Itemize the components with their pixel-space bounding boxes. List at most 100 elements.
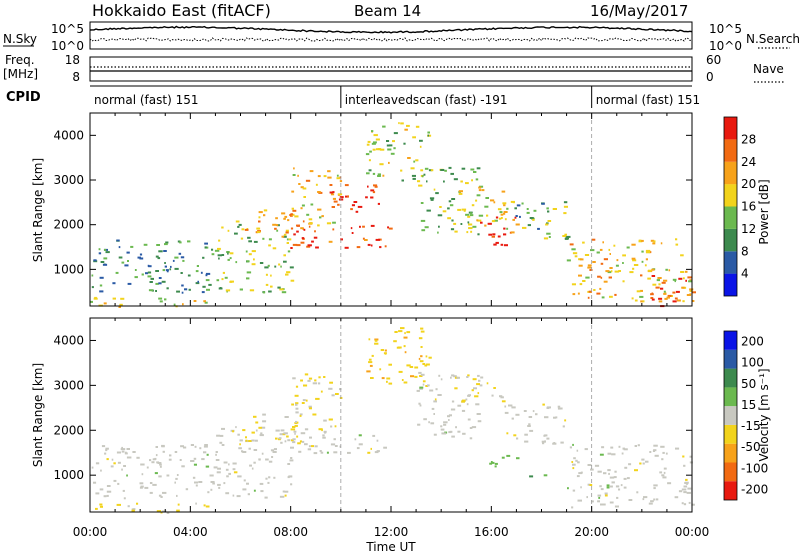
cpid-panel: CPID normal (fast) 151 interleavedscan (f… (6, 85, 700, 108)
velocity-echo-cell (149, 491, 153, 494)
freq-left-tick-bottom: 8 (72, 70, 80, 84)
velocity-colorbar-tick: -15 (741, 419, 761, 433)
power-echo-cell (591, 238, 596, 241)
power-echo-cell (490, 199, 495, 202)
power-echo-cell (665, 268, 668, 271)
power-echo-cell (582, 280, 586, 282)
velocity-echo-cell (226, 475, 229, 478)
velocity-echo-cell (425, 355, 428, 358)
velocity-echo-cell (649, 451, 652, 453)
power-echo-cell (371, 130, 374, 133)
velocity-echo-cell (493, 387, 496, 389)
power-echo-cell (477, 233, 480, 236)
velocity-echo-cell (156, 510, 162, 513)
velocity-echo-cell (334, 445, 338, 447)
velocity-echo-cell (573, 457, 576, 460)
velocity-echo-cell (689, 455, 692, 458)
power-echo-cell (388, 161, 390, 164)
power-echo-cell (377, 175, 381, 177)
velocity-echo-cell (320, 390, 323, 393)
velocity-echo-cell (372, 434, 376, 437)
power-echo-cell (353, 201, 358, 203)
velocity-echo-cell (641, 458, 645, 461)
velocity-echo-cell (662, 451, 665, 454)
power-echo-cell (622, 262, 624, 264)
power-echo-cell (248, 253, 252, 256)
power-echo-cell (367, 140, 371, 143)
power-echo-cell (370, 189, 375, 192)
velocity-echo-cell (180, 445, 184, 448)
power-echo-cell (222, 271, 225, 274)
velocity-echo-cell (559, 407, 563, 410)
velocity-echo-cell (529, 429, 534, 432)
power-echo-cell (500, 243, 504, 246)
velocity-echo-cell (176, 509, 180, 512)
velocity-echo-cell (674, 496, 679, 499)
velocity-echo-cell (193, 463, 197, 466)
power-echo-cell (172, 259, 175, 262)
velocity-echo-cell (242, 488, 247, 491)
velocity-echo-cell (576, 475, 580, 478)
power-echo-cell (147, 275, 152, 278)
power-echo-cell (180, 272, 183, 274)
power-echo-cell (430, 198, 434, 201)
velocity-echo-cell (217, 467, 221, 470)
power-echo-cell (682, 277, 685, 280)
power-echo-cell (678, 277, 683, 280)
velocity-echo-cell (271, 456, 274, 458)
power-echo-cell (211, 248, 214, 251)
freq-label-line1: Freq. (5, 53, 35, 67)
velocity-echo-cell (308, 407, 312, 410)
power-echo-cell (413, 160, 416, 163)
power-echo-cell (642, 300, 645, 303)
power-echo-cell (297, 174, 299, 177)
power-echo-cell (600, 276, 603, 279)
velocity-colorbar-segment (724, 349, 737, 369)
power-ytick-label: 3000 (53, 173, 84, 187)
power-echo-cell (415, 125, 420, 128)
power-echo-cell (404, 128, 408, 131)
velocity-echo-cell (380, 349, 385, 351)
power-echo-cell (159, 300, 163, 303)
velocity-echo-cell (258, 426, 262, 429)
velocity-echo-cell (424, 364, 428, 367)
velocity-echo-cell (604, 492, 608, 495)
power-echo-cell (173, 303, 176, 306)
velocity-echo-cell (334, 425, 337, 428)
velocity-echo-cell (384, 349, 387, 352)
power-echo-cell (488, 233, 493, 236)
power-echo-cell (499, 211, 503, 214)
power-echo-cell (427, 134, 430, 137)
power-echo-cell (470, 230, 473, 233)
velocity-echo-cell (159, 465, 162, 468)
power-echo-cell (516, 204, 521, 207)
velocity-echo-cell (642, 462, 645, 465)
velocity-echo-cell (205, 505, 210, 508)
power-echo-cell (270, 274, 272, 277)
power-echo-cell (439, 206, 442, 208)
velocity-echo-cell (100, 469, 102, 472)
power-echo-cell (372, 148, 376, 151)
velocity-echo-cell (106, 494, 109, 497)
velocity-colorbar-segment (724, 462, 737, 482)
power-echo-cell (290, 279, 295, 282)
power-echo-cell (203, 300, 206, 303)
power-echo-cell (357, 205, 363, 208)
power-echo-cell (497, 235, 501, 238)
velocity-echo-cell (491, 394, 494, 397)
velocity-echo-cell (333, 451, 338, 454)
velocity-echo-cell (101, 445, 106, 448)
power-echo-cell (599, 287, 602, 290)
velocity-echo-cell (584, 448, 588, 451)
power-echo-cell (302, 187, 307, 190)
power-echo-cell (314, 230, 316, 233)
power-echo-cell (116, 239, 120, 242)
velocity-echo-cell (121, 468, 123, 471)
velocity-echo-cell (591, 500, 594, 503)
power-echo-cell (328, 240, 333, 243)
velocity-echo-cell (249, 464, 252, 467)
velocity-echo-cell (457, 430, 461, 433)
power-echo-cell (527, 224, 531, 227)
power-echo-cell (602, 241, 604, 244)
velocity-echo-cell (429, 389, 434, 392)
